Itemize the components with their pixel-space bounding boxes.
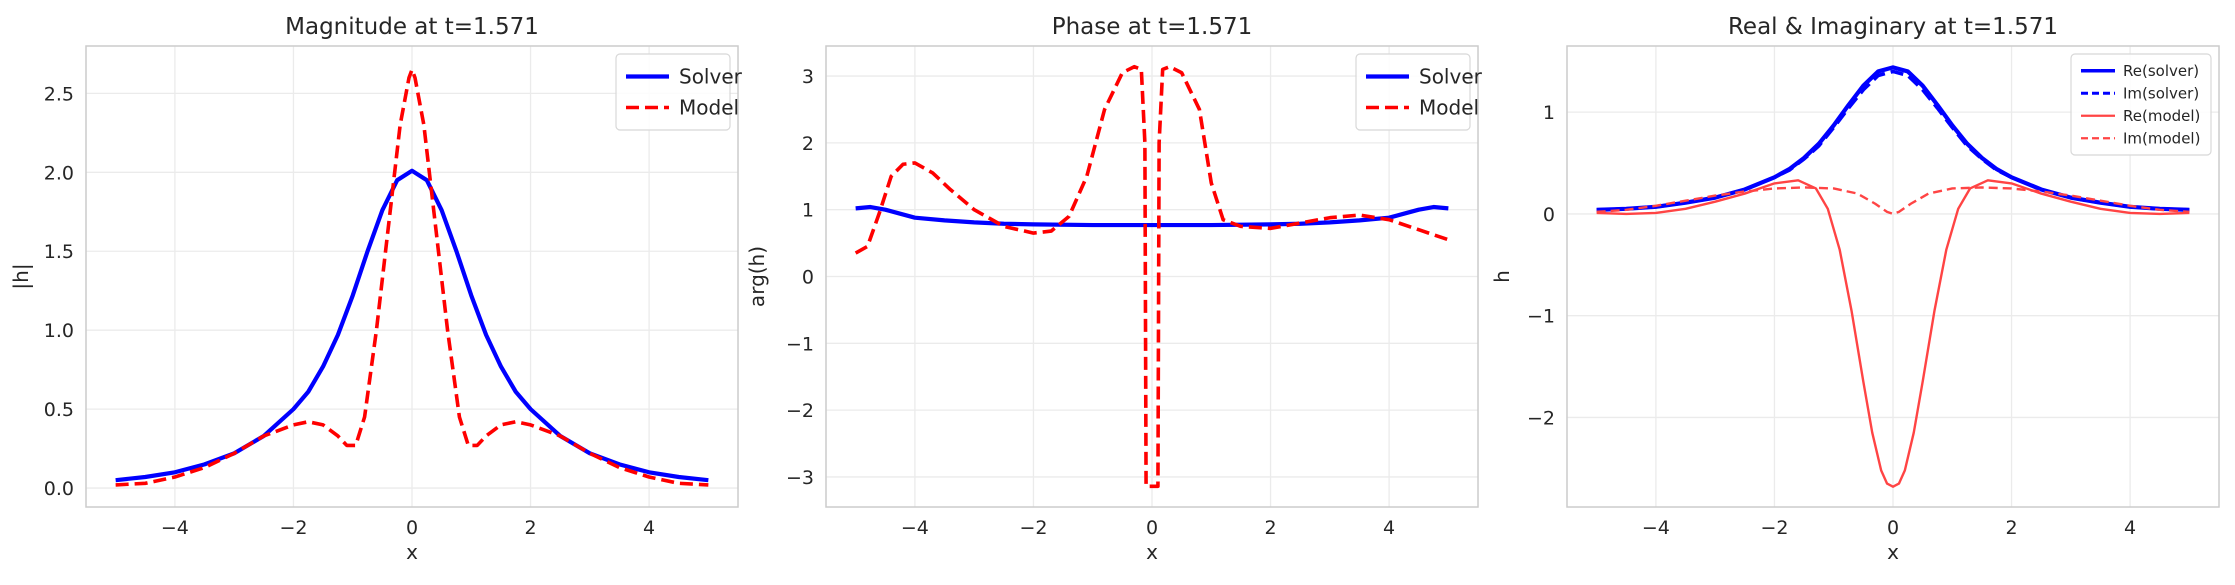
panel-real-imag: −4 −2 0 2 4 −2 −1 0 1 Real & Imaginary at t=1.57… [1490, 14, 2220, 564]
panel-real-imag-xtick-label: −4 [1642, 517, 1670, 539]
panel-real-imag-frame [1566, 45, 2220, 508]
panel-magnitude-ytick-label: 2.5 [44, 83, 74, 105]
panel-magnitude-legend-label-1: Model [679, 96, 739, 120]
panel-phase-legend-label-0: Solver [1419, 65, 1483, 89]
panel-magnitude-ylabel: |h| [9, 263, 33, 289]
panel-real-imag-series-1 [1596, 69, 2190, 212]
panel-phase-grid [826, 46, 1478, 507]
panel-phase-ytick-label: 3 [802, 66, 814, 88]
panel-real-imag-legend-label-3: Im(model) [2123, 129, 2200, 147]
panel-phase-xtick-label: 4 [1383, 517, 1395, 539]
panel-magnitude-frame [85, 45, 739, 508]
panel-phase-ticks: −4 −2 0 2 4 −3 −2 −1 0 1 2 3 [786, 66, 1395, 539]
panel-real-imag-legend-box [2070, 53, 2212, 156]
panel-real-imag-title: Real & Imaginary at t=1.571 [1728, 14, 2058, 40]
panel-phase-series-0 [855, 204, 1449, 228]
panel-magnitude-series-0 [115, 168, 709, 483]
panel-magnitude-legend: Solver Model [615, 53, 743, 131]
panel-real-imag-xtick-label: 2 [2005, 517, 2017, 539]
panel-phase-ytick-label: 0 [802, 267, 814, 289]
panel-magnitude-series [115, 67, 709, 487]
panel-magnitude-ytick-label: 1.5 [44, 241, 74, 263]
panel-magnitude-series-1 [115, 67, 709, 487]
panel-magnitude-ytick-label: 0.5 [44, 399, 74, 421]
panel-magnitude-series-lines [115, 67, 709, 487]
panel-real-imag-xtick-label: 0 [1887, 517, 1899, 539]
panel-phase-series-1 [854, 64, 1449, 489]
panel-real-imag-xlabel: x [1887, 540, 1899, 564]
panel-real-imag-ytick-label: −2 [1527, 407, 1555, 429]
panel-real-imag-ytick-label: 1 [1543, 102, 1555, 124]
panel-real-imag-ylabel: h [1490, 270, 1514, 283]
panel-magnitude-ticks: −4 −2 0 2 4 0.0 0.5 1.0 1.5 2.0 2.5 [44, 83, 655, 539]
panel-phase-legend-box [1355, 53, 1471, 131]
panel-magnitude-xtick-label: 2 [524, 517, 536, 539]
panel-real-imag-series [1596, 65, 2190, 488]
panel-real-imag-legend: Re(solver) Im(solver) Re(model) Im(model) [2070, 53, 2212, 156]
panel-real-imag-legend-label-2: Re(model) [2123, 107, 2200, 125]
panel-phase-ytick-label: −1 [786, 333, 814, 355]
panel-phase-xtick-label: −2 [1019, 517, 1047, 539]
panel-phase-series-lines [854, 64, 1449, 489]
panel-real-imag-legend-label-1: Im(solver) [2123, 84, 2199, 102]
panel-magnitude-xtick-label: 0 [406, 517, 418, 539]
panel-phase-ylabel: arg(h) [745, 246, 769, 307]
panel-magnitude-ytick-label: 1.0 [44, 320, 74, 342]
panel-magnitude-title: Magnitude at t=1.571 [285, 14, 539, 40]
panel-phase: −4 −2 0 2 4 −3 −2 −1 0 1 2 3 Phase at t=1.571 x arg… [745, 14, 1483, 564]
panel-phase-frame [825, 45, 1479, 508]
panel-phase-legend: Solver Model [1355, 53, 1483, 131]
panel-phase-ytick-label: −3 [786, 467, 814, 489]
panel-magnitude-legend-box [615, 53, 731, 131]
panel-magnitude-ytick-label: 2.0 [44, 162, 74, 184]
panel-phase-xtick-label: 2 [1264, 517, 1276, 539]
panel-magnitude-xtick-label: −4 [161, 517, 189, 539]
panel-phase-legend-label-1: Model [1419, 96, 1479, 120]
panel-magnitude-xtick-label: 4 [643, 517, 655, 539]
panel-real-imag-legend-label-0: Re(solver) [2123, 62, 2199, 80]
panel-magnitude-xtick-label: −2 [279, 517, 307, 539]
panel-real-imag-series-lines [1596, 65, 2190, 488]
panel-phase-title: Phase at t=1.571 [1052, 14, 1253, 40]
panel-phase-ytick-label: 2 [802, 133, 814, 155]
panel-magnitude-xlabel: x [406, 540, 418, 564]
panel-phase-xtick-label: −4 [901, 517, 929, 539]
panel-real-imag-xtick-label: −2 [1760, 517, 1788, 539]
panel-phase-ytick-label: −2 [786, 400, 814, 422]
panel-magnitude-legend-label-0: Solver [679, 65, 743, 89]
panel-real-imag-ticks: −4 −2 0 2 4 −2 −1 0 1 [1527, 102, 2136, 539]
panel-real-imag-ytick-label: −1 [1527, 306, 1555, 328]
panel-phase-xtick-label: 0 [1146, 517, 1158, 539]
panel-magnitude-grid [86, 46, 738, 507]
panel-real-imag-series-3 [1596, 186, 2190, 216]
panel-phase-ytick-label: 1 [802, 200, 814, 222]
panel-magnitude: −4 −2 0 2 4 0.0 0.5 1.0 1.5 2.0 2.5 Magnitude at t… [9, 14, 743, 564]
panel-phase-xlabel: x [1146, 540, 1158, 564]
panel-real-imag-ytick-label: 0 [1543, 204, 1555, 226]
panel-magnitude-ytick-label: 0.0 [44, 478, 74, 500]
panel-phase-series [854, 64, 1449, 489]
panel-real-imag-xtick-label: 4 [2124, 517, 2136, 539]
